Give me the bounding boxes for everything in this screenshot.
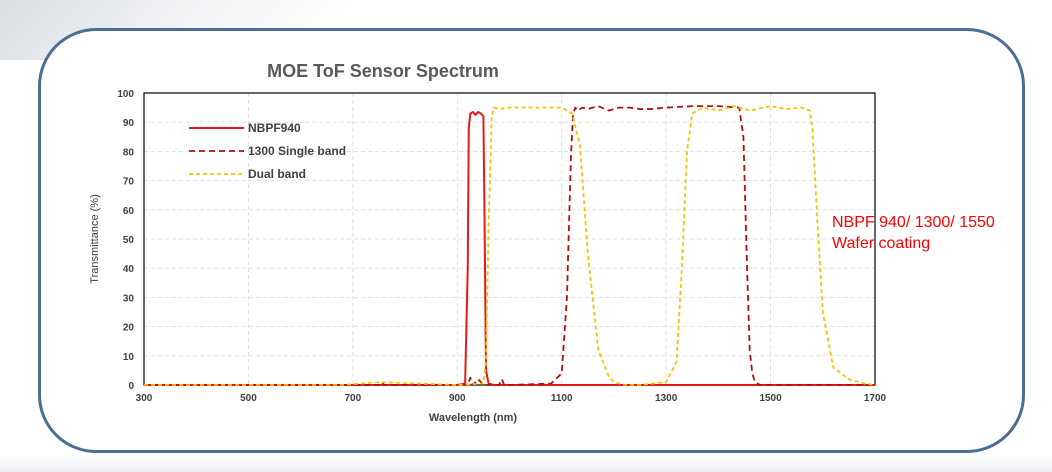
x-tick-label: 300 xyxy=(136,393,153,404)
y-tick-label: 80 xyxy=(123,147,135,158)
legend: NBPF940 1300 Single band Dual band xyxy=(189,121,346,181)
gridlines xyxy=(144,93,875,385)
rounded-frame xyxy=(38,28,1025,453)
side-note: NBPF 940/ 1300/ 1550 Wafer coating xyxy=(832,212,995,254)
series-line-3 xyxy=(144,105,876,386)
series-line-2 xyxy=(144,105,875,386)
legend-label-2: 1300 Single band xyxy=(248,144,346,158)
series-lines xyxy=(144,105,876,386)
y-tick-label: 30 xyxy=(123,293,135,304)
y-tick-label: 40 xyxy=(123,264,135,275)
y-tick-label: 90 xyxy=(123,118,135,129)
y-tick-label: 10 xyxy=(123,352,135,363)
x-tick-label: 1300 xyxy=(655,393,678,404)
series-line-1 xyxy=(144,110,875,386)
y-axis-label: Transmittance (%) xyxy=(89,194,101,283)
y-tick-label: 50 xyxy=(123,235,135,246)
y-tick-label: 60 xyxy=(123,206,135,217)
y-tick-label: 70 xyxy=(123,177,135,188)
axes: 0 10 20 30 40 50 60 70 80 90 100 300 500 700 900 1100 13… xyxy=(117,89,886,404)
spectrum-chart: MOE ToF Sensor Spectrum 0 10 20 30 40 50 60 70 8… xyxy=(89,61,887,424)
y-tick-label: 100 xyxy=(117,89,134,100)
y-tick-label: 0 xyxy=(128,381,134,392)
x-tick-label: 1500 xyxy=(759,393,782,404)
y-tick-label: 20 xyxy=(123,323,135,334)
legend-label-1: NBPF940 xyxy=(248,121,301,135)
x-tick-label: 900 xyxy=(449,393,466,404)
side-note-line-2: Wafer coating xyxy=(832,235,931,252)
bottom-shade xyxy=(0,455,1052,472)
x-tick-label: 1700 xyxy=(864,393,887,404)
x-tick-label: 1100 xyxy=(551,393,573,404)
x-tick-label: 500 xyxy=(240,393,257,404)
side-note-line-1: NBPF 940/ 1300/ 1550 xyxy=(832,214,995,231)
x-tick-label: 700 xyxy=(345,393,362,404)
legend-label-3: Dual band xyxy=(248,167,306,181)
chart-title: MOE ToF Sensor Spectrum xyxy=(267,61,499,81)
x-axis-label: Wavelength (nm) xyxy=(429,412,518,424)
